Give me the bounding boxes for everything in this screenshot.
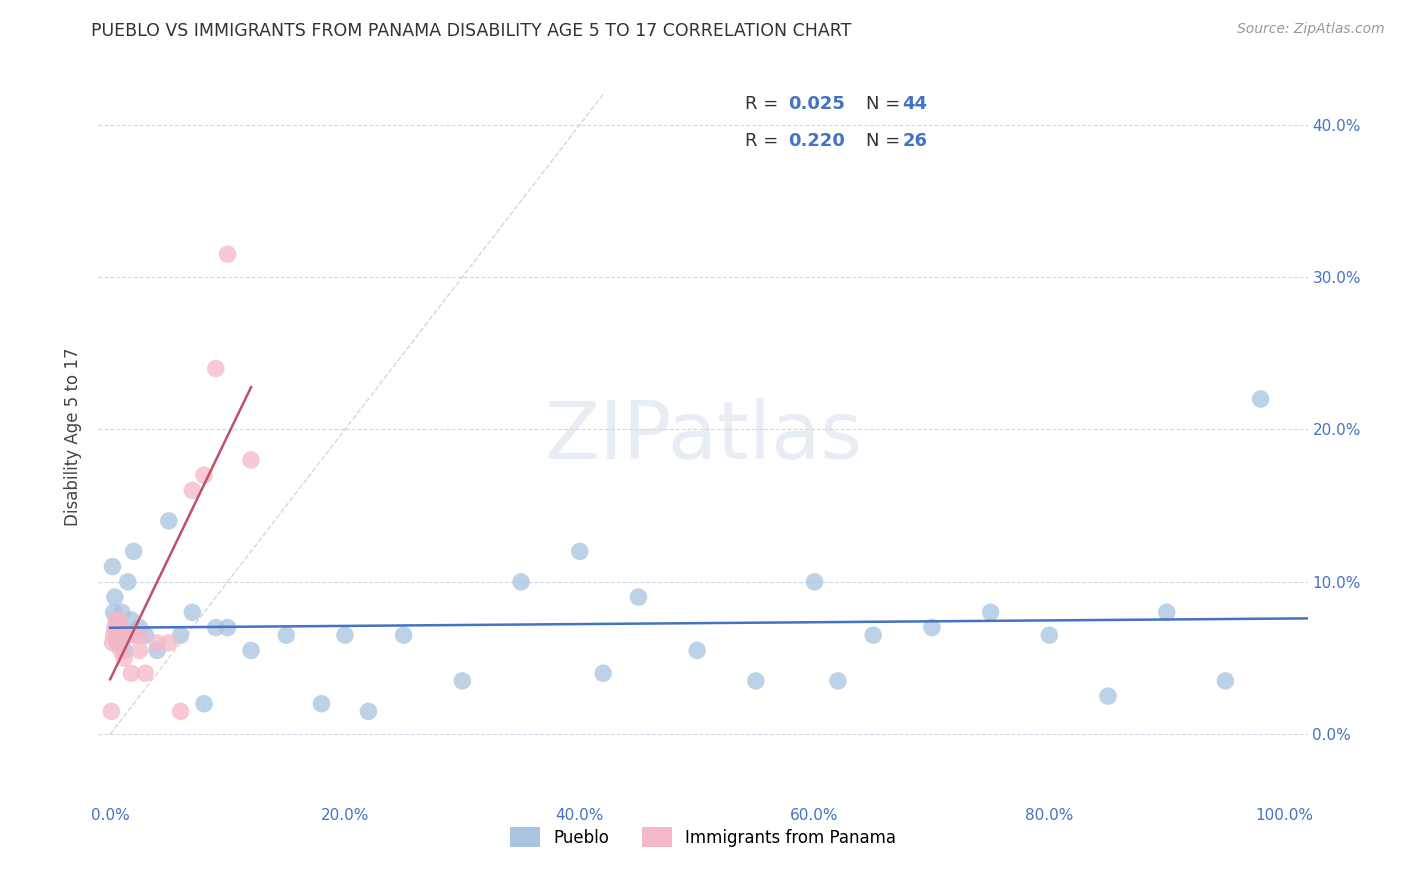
Point [333,628,356,642]
Text: N =: N = [866,95,907,113]
Point [107,613,129,627]
Point [117,628,139,642]
Text: PUEBLO VS IMMIGRANTS FROM PANAMA DISABILITY AGE 5 TO 17 CORRELATION CHART: PUEBLO VS IMMIGRANTS FROM PANAMA DISABIL… [91,22,852,40]
Point [122,544,145,558]
Point [128,628,150,642]
Legend: Pueblo, Immigrants from Panama: Pueblo, Immigrants from Panama [503,821,903,854]
Point [111,621,134,635]
Point [1038,628,1060,642]
Point [100,705,122,719]
Point [105,613,128,627]
Point [101,636,124,650]
Point [1250,392,1272,406]
Point [112,651,135,665]
Text: R =: R = [745,95,785,113]
Point [204,361,226,376]
Point [862,628,884,642]
Point [169,705,191,719]
Point [568,544,591,558]
Point [108,628,131,642]
Point [104,590,127,604]
Point [146,643,169,657]
Point [110,643,132,657]
Text: 0.220: 0.220 [787,132,845,150]
Point [240,643,263,657]
Point [105,636,128,650]
Point [193,468,215,483]
Text: Source: ZipAtlas.com: Source: ZipAtlas.com [1237,22,1385,37]
Text: ZIPatlas: ZIPatlas [544,398,862,476]
Text: N =: N = [866,132,907,150]
Point [357,705,380,719]
Point [803,574,825,589]
Point [103,628,125,642]
Text: 26: 26 [903,132,928,150]
Point [128,621,150,635]
Point [980,605,1002,619]
Point [117,574,139,589]
Point [217,621,239,635]
Point [103,605,125,619]
Text: 0.025: 0.025 [787,95,845,113]
Point [1215,673,1237,688]
Point [112,643,135,657]
Point [510,574,533,589]
Point [451,673,474,688]
Point [204,621,226,635]
Point [134,628,156,642]
Point [120,613,142,627]
Point [157,636,180,650]
Point [111,605,134,619]
Point [686,643,709,657]
Point [157,514,180,528]
Point [101,559,124,574]
Point [827,673,849,688]
Point [193,697,215,711]
Point [1097,689,1119,703]
Point [169,628,191,642]
Point [1156,605,1178,619]
Point [921,621,943,635]
Point [134,666,156,681]
Point [276,628,298,642]
Point [217,247,239,261]
Point [311,697,333,711]
Point [627,590,650,604]
Point [107,636,129,650]
Point [146,636,169,650]
Point [117,628,139,642]
Point [128,643,150,657]
Text: R =: R = [745,132,785,150]
Text: 44: 44 [903,95,928,113]
Point [122,628,145,642]
Point [392,628,415,642]
Point [181,483,204,498]
Y-axis label: Disability Age 5 to 17: Disability Age 5 to 17 [65,348,83,526]
Point [104,621,127,635]
Point [745,673,768,688]
Point [105,628,128,642]
Point [105,621,128,635]
Point [181,605,204,619]
Point [592,666,614,681]
Point [240,453,263,467]
Point [108,613,131,627]
Point [120,666,142,681]
